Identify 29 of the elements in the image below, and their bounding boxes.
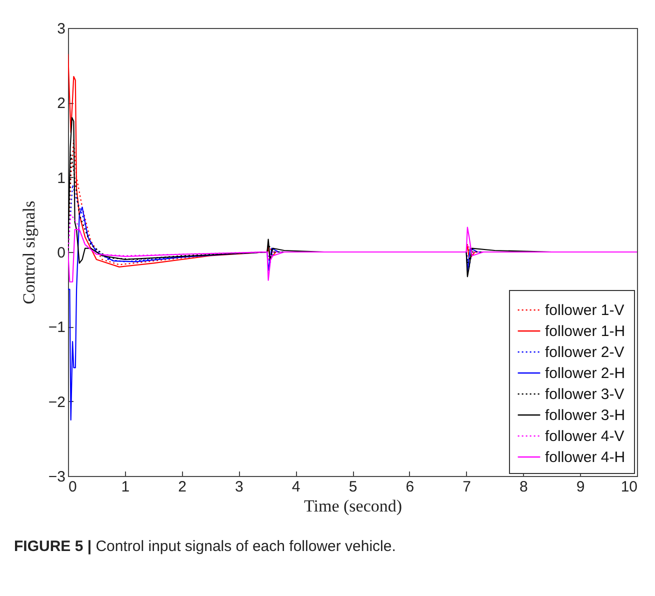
legend-label: follower 2-H (545, 365, 626, 382)
y-tick-label: −1 (48, 319, 66, 336)
legend-label: follower 1-H (545, 323, 626, 340)
x-tick-label: 5 (348, 478, 358, 496)
x-axis-title: Time (second) (304, 496, 402, 516)
caption: FIGURE 5 | Control input signals of each follower vehicle. (13, 538, 397, 555)
x-tick-label: 1 (121, 478, 130, 496)
y-axis-title: Control signals (19, 200, 38, 304)
legend-label: follower 3-V (545, 386, 624, 403)
x-tick-label: 2 (178, 478, 186, 496)
y-tick-label: −2 (48, 394, 66, 411)
y-tick-label: −3 (48, 468, 66, 486)
x-tick-label: 6 (406, 478, 414, 496)
x-tick-label: 0 (68, 478, 77, 496)
y-tick-label: 3 (57, 20, 66, 38)
x-tick-label: 8 (520, 478, 528, 496)
legend-label: follower 4-H (545, 449, 626, 466)
x-tick-label: 10 (620, 478, 638, 496)
legend-label: follower 3-H (545, 407, 626, 424)
y-tick-label: 2 (57, 95, 66, 112)
x-tick-label: 3 (235, 478, 244, 496)
y-tick-label: 0 (57, 244, 66, 262)
legend-label: follower 4-V (545, 428, 624, 445)
legend-label: follower 1-V (545, 302, 624, 319)
y-tick-label: 1 (57, 170, 66, 187)
legend-label: follower 2-V (545, 344, 624, 361)
x-tick-label: 7 (462, 478, 471, 496)
x-tick-label: 4 (292, 478, 300, 496)
x-tick-label: 9 (576, 478, 585, 496)
